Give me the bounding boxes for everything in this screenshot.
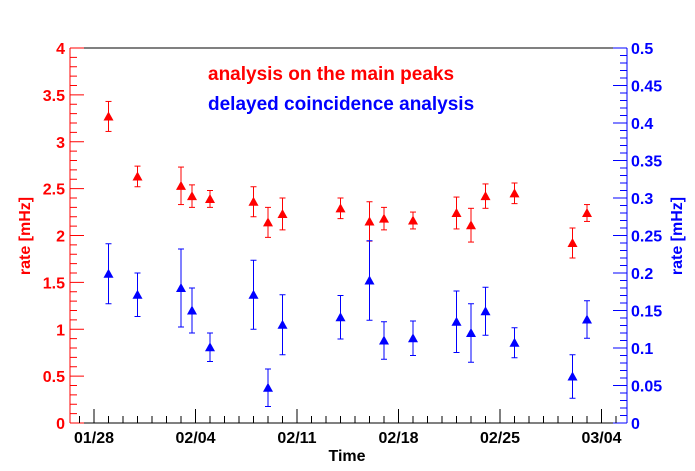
plot-frame [70, 47, 627, 424]
data-point-marker [466, 220, 476, 230]
data-point-marker [132, 289, 143, 299]
left-y-axis-title: rate [mHz] [17, 197, 34, 275]
legend-entry-series-2: delayed coincidence analysis [208, 94, 474, 115]
data-point-marker [176, 283, 186, 292]
data-point-marker [567, 238, 578, 247]
data-point-marker [567, 371, 578, 381]
right-y-axis: 0 0.05 0.1 0.15 0.2 0.25 0.3 0.35 0.4 0.45 0.5 [613, 41, 662, 433]
data-point-marker [466, 328, 476, 337]
data-point-marker [408, 333, 418, 343]
data-point-marker [132, 171, 143, 181]
data-point-marker [582, 208, 592, 217]
right-tick-label: 0 [631, 416, 640, 433]
data-point-marker [277, 208, 288, 218]
right-tick-label: 0.15 [631, 304, 662, 321]
data-point-marker [248, 196, 259, 206]
data-point-marker [187, 191, 197, 201]
data-point-marker [364, 275, 375, 285]
data-point-marker [335, 312, 346, 322]
right-tick-label: 0.1 [631, 341, 653, 358]
right-tick-label: 0.5 [631, 41, 653, 58]
data-point-marker [263, 382, 273, 392]
left-tick-label: 3 [56, 135, 65, 152]
right-tick-label: 0.25 [631, 229, 662, 246]
right-tick-label: 0.35 [631, 154, 662, 171]
left-tick-label: 4 [56, 41, 65, 58]
data-point-marker [509, 188, 520, 198]
x-tick-label: 02/04 [175, 430, 215, 447]
legend: analysis on the main peaks delayed coinc… [208, 64, 474, 115]
data-point-marker [480, 191, 491, 201]
left-tick-label: 3.5 [43, 88, 65, 105]
right-y-axis-title: rate [mHz] [669, 197, 686, 275]
data-point-marker [277, 319, 288, 329]
data-point-marker [451, 316, 462, 326]
left-tick-label: 1.5 [43, 275, 65, 292]
series-1 [103, 100, 592, 259]
data-point-marker [408, 215, 418, 225]
x-axis: 01/28 02/04 02/11 02/18 02/25 03/04 [74, 409, 622, 447]
data-point-marker [103, 268, 114, 278]
x-tick-label: 03/04 [581, 430, 621, 447]
data-point-marker [205, 193, 215, 203]
data-point-marker [379, 335, 389, 345]
left-tick-label: 0 [56, 416, 65, 433]
data-point-marker [379, 213, 389, 223]
series-2 [103, 240, 592, 407]
data-point-marker [364, 216, 375, 226]
data-point-marker [480, 306, 491, 316]
x-tick-label: 02/18 [378, 430, 418, 447]
right-tick-label: 0.4 [631, 116, 653, 133]
x-tick-label: 01/28 [74, 430, 114, 447]
left-tick-label: 0.5 [43, 369, 65, 386]
x-axis-title: Time [328, 448, 365, 465]
data-point-marker [263, 217, 273, 227]
data-point-marker [205, 342, 215, 352]
data-marks [103, 100, 592, 407]
right-tick-label: 0.3 [631, 191, 653, 208]
right-tick-label: 0.45 [631, 79, 662, 96]
data-point-marker [509, 337, 520, 347]
right-tick-label: 0.2 [631, 266, 653, 283]
right-tick-label: 0.05 [631, 379, 662, 396]
left-tick-label: 1 [56, 322, 65, 339]
data-point-marker [335, 203, 346, 213]
left-y-axis: 0 0.5 1 1.5 2 2.5 3 3.5 4 [43, 41, 84, 433]
data-point-marker [248, 289, 259, 299]
legend-entry-series-1: analysis on the main peaks [208, 64, 454, 85]
x-tick-label: 02/11 [277, 430, 316, 447]
left-tick-label: 2 [56, 229, 65, 246]
data-point-marker [176, 180, 186, 190]
data-point-marker [103, 111, 114, 121]
data-point-marker [187, 305, 197, 315]
x-tick-label: 02/25 [480, 430, 520, 447]
data-point-marker [451, 208, 462, 217]
data-point-marker [582, 314, 592, 324]
left-tick-label: 2.5 [43, 182, 65, 199]
